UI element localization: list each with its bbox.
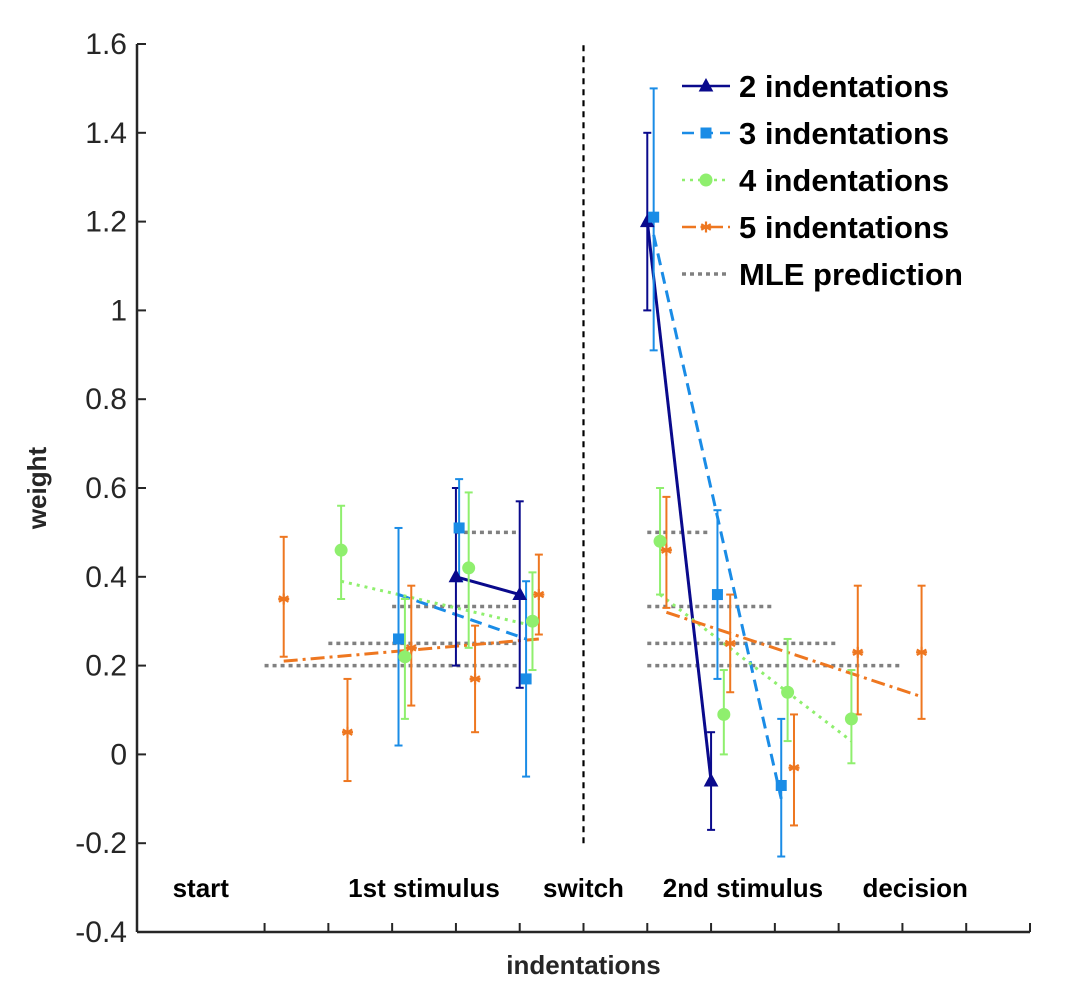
axes bbox=[135, 43, 1031, 934]
phase-label: start bbox=[173, 873, 230, 903]
data-point bbox=[341, 726, 353, 738]
y-tick-label: 1.4 bbox=[85, 117, 127, 150]
legend-label: 5 indentations bbox=[739, 210, 949, 245]
y-tick-label: -0.2 bbox=[75, 827, 127, 860]
legend-marker bbox=[699, 173, 713, 187]
data-point bbox=[844, 712, 858, 726]
axis-text: -0.4 -0.2 0 0.2 0.4 0.6 0.8 1 1.2 1.4 1.6 indentati… bbox=[22, 28, 968, 980]
legend-marker bbox=[700, 221, 712, 233]
legend-label: 3 indentations bbox=[739, 116, 949, 151]
y-tick-label: 1.6 bbox=[85, 28, 127, 61]
data-point bbox=[788, 762, 800, 774]
fit-line-3 bbox=[398, 593, 527, 641]
y-tick-label: 1 bbox=[110, 294, 127, 327]
data-point bbox=[453, 522, 465, 534]
x-axis-title: indentations bbox=[506, 950, 661, 980]
data-point bbox=[653, 534, 667, 548]
phase-label: 2nd stimulus bbox=[663, 873, 823, 903]
fit-line-2 bbox=[645, 221, 713, 782]
data-point bbox=[852, 646, 864, 658]
data-point bbox=[448, 568, 464, 583]
y-tick-label: -0.4 bbox=[75, 916, 127, 949]
data-point bbox=[334, 543, 348, 557]
data-point bbox=[916, 646, 928, 658]
legend-label: 4 indentations bbox=[739, 163, 949, 198]
phase-label: switch bbox=[543, 873, 624, 903]
data-point bbox=[405, 642, 417, 654]
y-tick-label: 1.2 bbox=[85, 206, 127, 239]
data-point bbox=[469, 673, 481, 685]
data-point bbox=[724, 637, 736, 649]
error-bars bbox=[279, 87, 926, 858]
data-point bbox=[278, 593, 290, 605]
y-tick-label: 0.4 bbox=[85, 561, 127, 594]
data-point bbox=[703, 772, 719, 787]
y-tick-label: 0.2 bbox=[85, 650, 127, 683]
legend-label: MLE prediction bbox=[739, 257, 963, 292]
y-tick-label: 0.6 bbox=[85, 472, 127, 505]
data-point bbox=[775, 779, 787, 791]
legend-marker bbox=[698, 77, 714, 92]
data-point bbox=[398, 650, 412, 664]
data-point bbox=[462, 561, 476, 575]
data-point bbox=[512, 586, 528, 601]
data-point bbox=[520, 673, 532, 685]
data-point bbox=[525, 614, 539, 628]
legend-label: 2 indentations bbox=[739, 69, 949, 104]
fit-line-2 bbox=[455, 575, 521, 597]
fit-lines bbox=[283, 221, 923, 800]
data-point bbox=[711, 589, 723, 601]
fit-line-4 bbox=[659, 593, 853, 743]
mle-prediction-lines bbox=[264, 530, 903, 668]
fit-line-4 bbox=[340, 579, 533, 628]
phase-label: 1st stimulus bbox=[348, 873, 500, 903]
data-point bbox=[717, 707, 731, 721]
data-markers bbox=[278, 211, 928, 791]
phase-label: decision bbox=[862, 873, 967, 903]
y-tick-label: 0 bbox=[110, 738, 127, 771]
legend: 2 indentations 3 indentations 4 indentatio… bbox=[682, 69, 963, 292]
data-point bbox=[781, 685, 795, 699]
legend-marker bbox=[700, 127, 712, 139]
data-point bbox=[533, 589, 545, 601]
data-point bbox=[393, 633, 405, 645]
data-point bbox=[648, 211, 660, 223]
y-axis-title: weight bbox=[22, 447, 52, 531]
data-point bbox=[660, 544, 672, 556]
y-tick-label: 0.8 bbox=[85, 383, 127, 416]
fit-line-5 bbox=[665, 610, 923, 699]
